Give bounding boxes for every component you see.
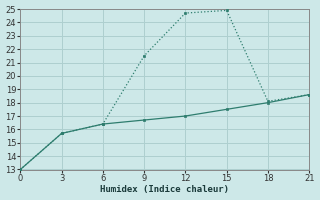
X-axis label: Humidex (Indice chaleur): Humidex (Indice chaleur) [100,185,229,194]
